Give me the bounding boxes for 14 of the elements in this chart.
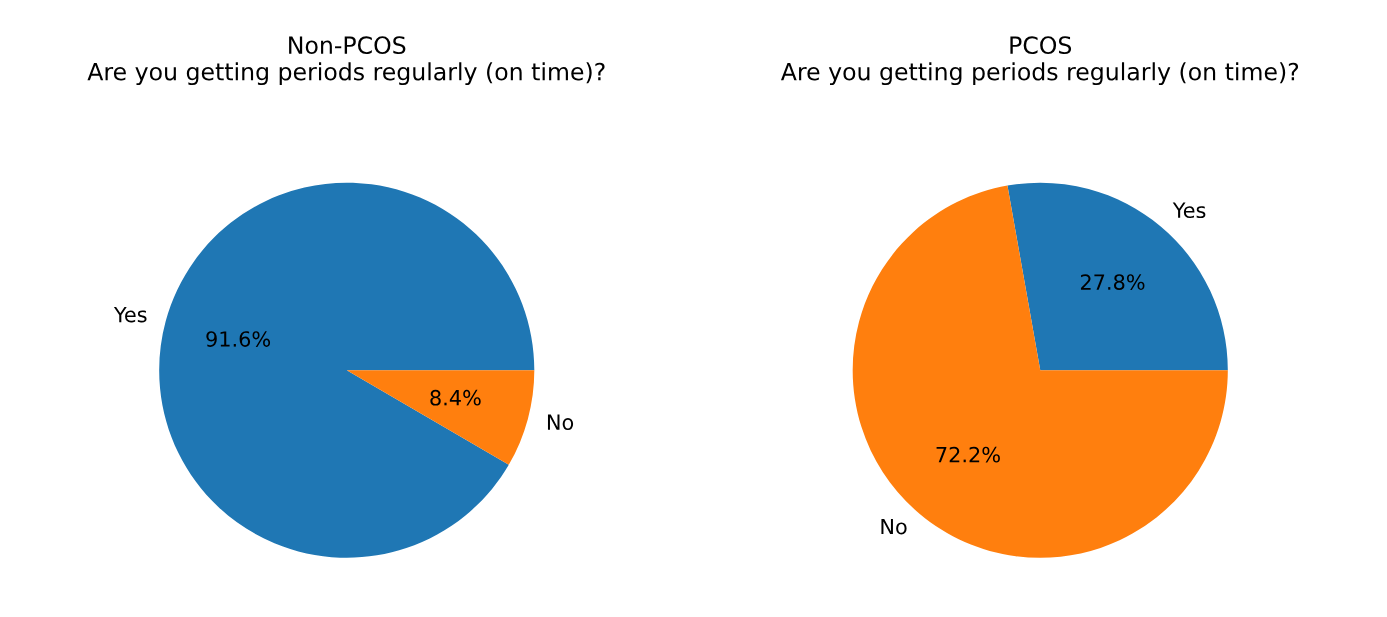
- slice-label: Yes: [1172, 202, 1206, 219]
- pie-slice: [159, 182, 535, 558]
- pie-slice: [1007, 182, 1228, 371]
- data-label: 8.4%: [430, 389, 481, 406]
- slice-label: Yes: [113, 306, 147, 323]
- chart-title: Non-PCOS Are you getting periods regularly (on time)?: [87, 36, 605, 86]
- data-label: 27.8%: [1080, 274, 1145, 290]
- data-label: 72.2%: [936, 446, 1000, 463]
- data-label: 91.6%: [206, 331, 271, 347]
- slice-label: No: [547, 414, 574, 431]
- pie-slice: [852, 185, 1228, 558]
- pie-slice: [346, 370, 535, 465]
- chart-title: PCOS Are you getting periods regularly (on time)?: [780, 36, 1299, 86]
- slice-label: No: [881, 518, 907, 535]
